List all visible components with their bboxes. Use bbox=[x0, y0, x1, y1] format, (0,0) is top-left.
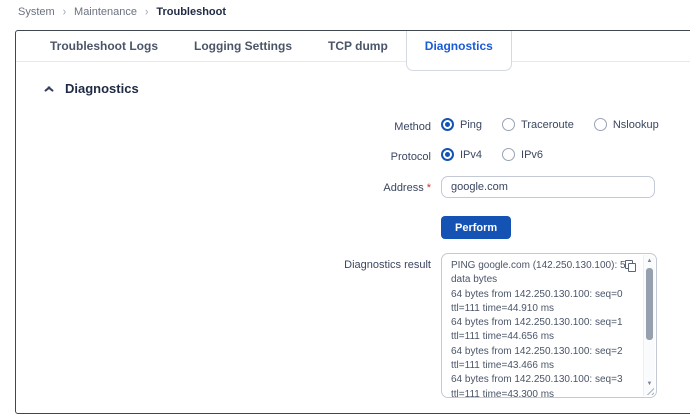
tab-bar: Troubleshoot Logs Logging Settings TCP d… bbox=[16, 31, 690, 71]
section-title: Diagnostics bbox=[65, 81, 139, 96]
copy-icon[interactable] bbox=[625, 260, 637, 273]
scroll-down-icon[interactable]: ▼ bbox=[646, 381, 653, 387]
address-label-text: Address bbox=[383, 182, 424, 194]
protocol-label: Protocol bbox=[390, 151, 431, 163]
breadcrumb: System › Maintenance › Troubleshoot bbox=[18, 5, 227, 19]
radio-icon[interactable] bbox=[441, 118, 454, 131]
radio-option-ping[interactable]: Ping bbox=[441, 118, 482, 131]
radio-icon[interactable] bbox=[441, 148, 454, 161]
radio-label: Ping bbox=[460, 118, 483, 131]
address-input[interactable] bbox=[441, 176, 655, 198]
perform-button[interactable]: Perform bbox=[441, 216, 512, 239]
tab-tcp-dump[interactable]: TCP dump bbox=[328, 39, 388, 53]
radio-option-nslookup[interactable]: Nslookup bbox=[593, 118, 659, 131]
ping-output-text: PING google.com (142.250.130.100): 56 da… bbox=[451, 260, 631, 398]
required-asterisk: * bbox=[426, 182, 431, 194]
method-label: Method bbox=[394, 121, 431, 133]
breadcrumb-item-troubleshoot: Troubleshoot bbox=[156, 6, 227, 18]
scrollbar-thumb[interactable] bbox=[646, 268, 653, 340]
breadcrumb-item-system[interactable]: System bbox=[18, 6, 55, 18]
chevron-right-icon: › bbox=[62, 5, 67, 19]
copy-icon-front bbox=[628, 263, 636, 272]
radio-option-ipv6[interactable]: IPv6 bbox=[502, 148, 543, 161]
main-panel: Troubleshoot Logs Logging Settings TCP d… bbox=[15, 30, 690, 414]
protocol-radio-group: IPv4 IPv6 bbox=[441, 148, 543, 161]
radio-label: Nslookup bbox=[612, 118, 659, 131]
chevron-up-icon bbox=[44, 86, 54, 92]
radio-icon[interactable] bbox=[593, 118, 607, 131]
radio-label: IPv6 bbox=[521, 148, 544, 161]
diagnostics-section-toggle[interactable]: Diagnostics bbox=[44, 81, 139, 96]
diagnostics-result-output[interactable]: PING google.com (142.250.130.100): 56 da… bbox=[441, 253, 657, 398]
diagnostics-result-label: Diagnostics result bbox=[344, 259, 431, 271]
result-scrollbar[interactable]: ▲ ▼ bbox=[643, 255, 655, 396]
radio-option-traceroute[interactable]: Traceroute bbox=[502, 118, 574, 131]
scroll-up-icon[interactable]: ▲ bbox=[646, 258, 653, 264]
tab-diagnostics[interactable]: Diagnostics bbox=[405, 31, 512, 71]
radio-label: Traceroute bbox=[521, 118, 574, 131]
radio-option-ipv4[interactable]: IPv4 bbox=[441, 148, 482, 161]
tab-troubleshoot-logs[interactable]: Troubleshoot Logs bbox=[50, 39, 158, 53]
radio-icon[interactable] bbox=[502, 118, 516, 131]
resize-grip[interactable] bbox=[646, 387, 654, 395]
method-radio-group: Ping Traceroute Nslookup bbox=[441, 118, 659, 131]
tab-logging-settings[interactable]: Logging Settings bbox=[194, 39, 292, 53]
radio-icon[interactable] bbox=[502, 148, 516, 161]
chevron-right-icon: › bbox=[145, 5, 149, 19]
radio-label: IPv4 bbox=[460, 148, 483, 161]
address-label: Address * bbox=[254, 182, 431, 194]
breadcrumb-item-maintenance[interactable]: Maintenance bbox=[74, 6, 138, 18]
